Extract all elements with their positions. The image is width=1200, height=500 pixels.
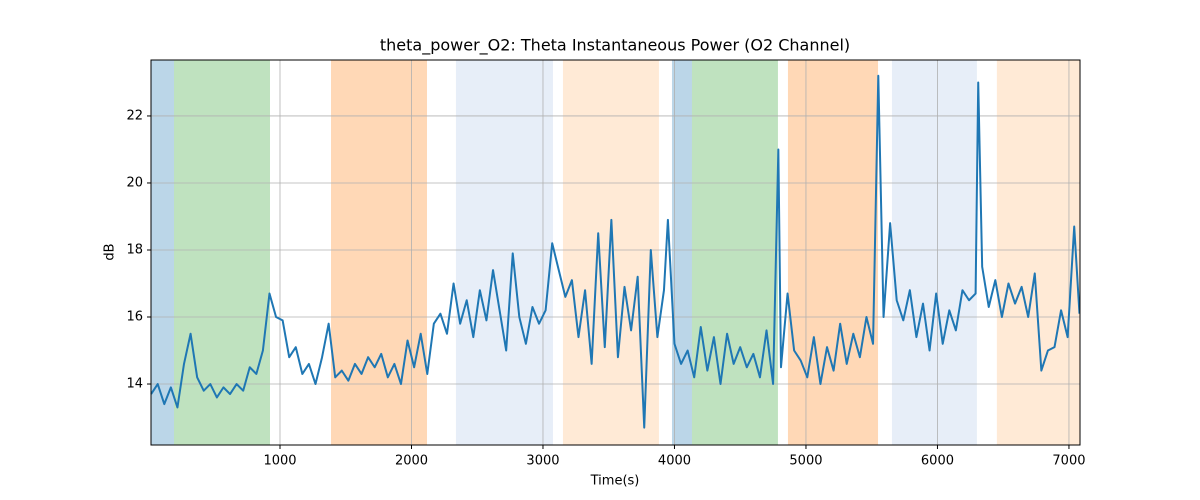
chart-title: theta_power_O2: Theta Instantaneous Powe… — [380, 36, 850, 56]
x-tick-label: 6000 — [921, 454, 954, 469]
plot-frame — [150, 59, 1081, 446]
x-tick-label: 2000 — [395, 454, 428, 469]
shaded-span — [455, 60, 553, 445]
shaded-span — [671, 60, 692, 445]
x-tick-label: 1000 — [263, 454, 296, 469]
shaded-span — [996, 60, 1080, 445]
shaded-span — [151, 60, 175, 445]
y-tick-label: 22 — [126, 108, 143, 123]
y-tick-label: 14 — [126, 377, 143, 392]
shaded-span — [174, 60, 271, 445]
shaded-span — [787, 60, 879, 445]
shaded-span — [891, 60, 977, 445]
data-line — [150, 74, 1081, 429]
x-tick-label: 4000 — [658, 454, 691, 469]
shaded-span — [691, 60, 778, 445]
x-axis-label: Time(s) — [590, 474, 640, 489]
y-tick-label: 18 — [126, 242, 143, 257]
y-axis-label: dB — [103, 243, 118, 260]
x-tick-label: 5000 — [789, 454, 822, 469]
y-tick-label: 20 — [126, 175, 143, 190]
shaded-span — [331, 60, 428, 445]
x-tick-label: 7000 — [1052, 454, 1085, 469]
x-tick-label: 3000 — [526, 454, 559, 469]
y-tick-label: 16 — [126, 310, 143, 325]
shaded-span — [562, 60, 659, 445]
